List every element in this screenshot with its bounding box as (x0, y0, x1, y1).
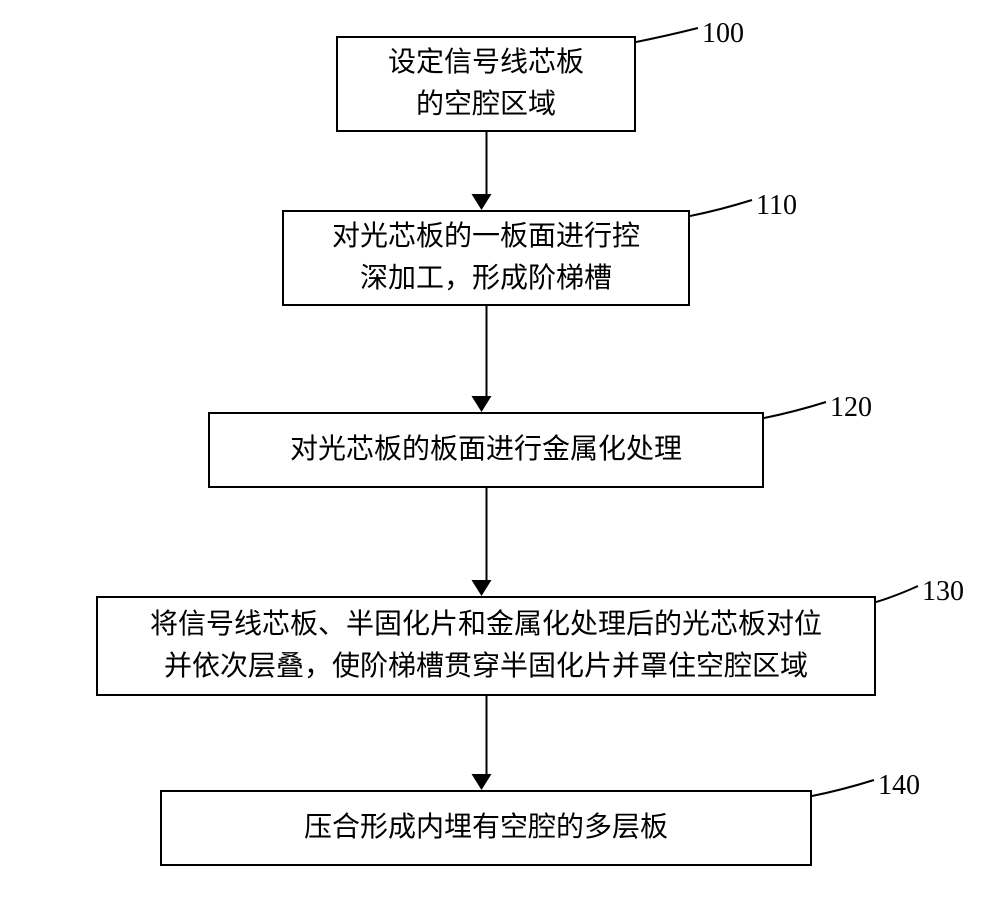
step-text: 对光芯板的板面进行金属化处理 (290, 429, 682, 471)
step-label-110: 110 (756, 190, 797, 222)
arrow-4 (481, 696, 492, 790)
step-text: 将信号线芯板、半固化片和金属化处理后的光芯板对位并依次层叠，使阶梯槽贯穿半固化片… (150, 604, 822, 688)
step-box-110: 对光芯板的一板面进行控深加工，形成阶梯槽 (282, 210, 690, 306)
step-label-120: 120 (830, 392, 872, 424)
step-text: 压合形成内埋有空腔的多层板 (304, 807, 668, 849)
step-label-100: 100 (702, 18, 744, 50)
step-box-120: 对光芯板的板面进行金属化处理 (208, 412, 764, 488)
step-box-140: 压合形成内埋有空腔的多层板 (160, 790, 812, 866)
leader-line-120 (764, 400, 830, 420)
step-label-130: 130 (922, 576, 964, 608)
step-text: 设定信号线芯板的空腔区域 (388, 42, 584, 126)
arrow-2 (481, 306, 492, 412)
step-box-100: 设定信号线芯板的空腔区域 (336, 36, 636, 132)
arrow-3 (481, 488, 492, 596)
leader-line-100 (636, 26, 702, 46)
flowchart-container: 设定信号线芯板的空腔区域 100 对光芯板的一板面进行控深加工，形成阶梯槽 11… (0, 0, 1000, 910)
step-text: 对光芯板的一板面进行控深加工，形成阶梯槽 (332, 216, 640, 300)
leader-line-110 (690, 198, 756, 218)
arrow-1 (481, 132, 492, 210)
leader-line-130 (876, 584, 922, 604)
step-box-130: 将信号线芯板、半固化片和金属化处理后的光芯板对位并依次层叠，使阶梯槽贯穿半固化片… (96, 596, 876, 696)
step-label-140: 140 (878, 770, 920, 802)
leader-line-140 (812, 778, 878, 798)
